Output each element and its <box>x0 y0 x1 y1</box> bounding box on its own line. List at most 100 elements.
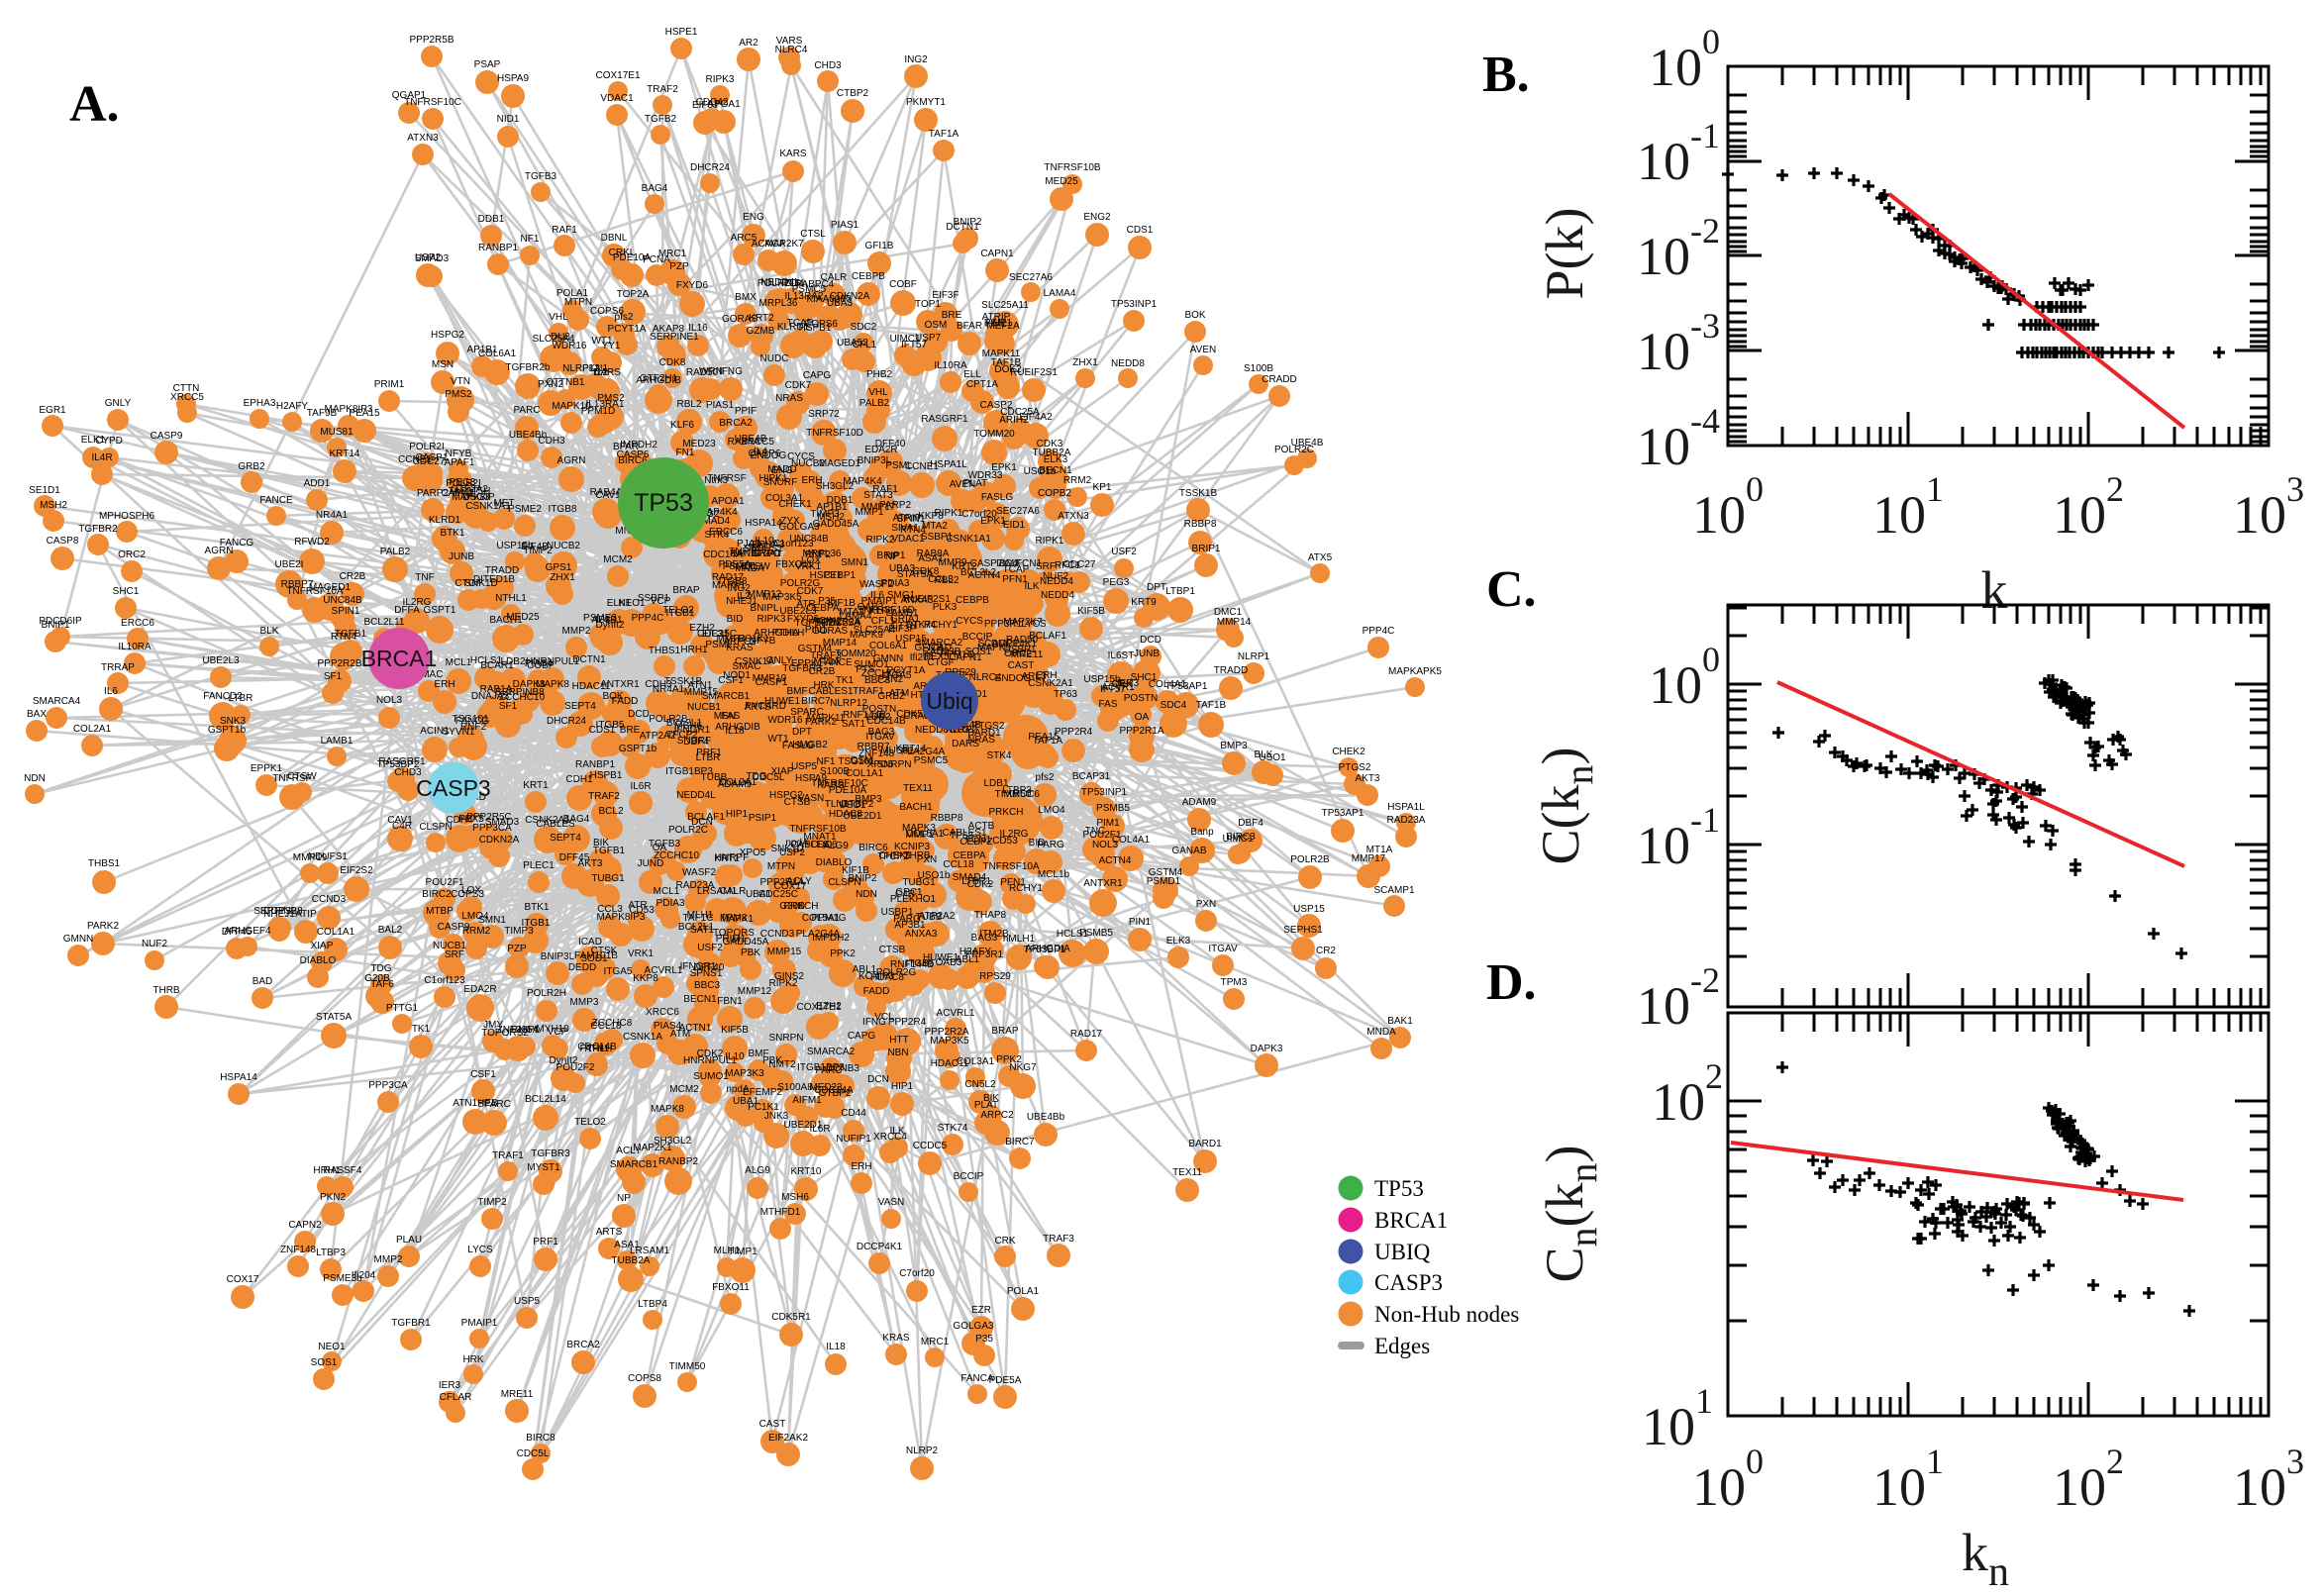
svg-text:CYCS: CYCS <box>787 451 815 462</box>
svg-text:MSN: MSN <box>714 711 736 722</box>
svg-text:AP1B1: AP1B1 <box>816 502 848 513</box>
svg-text:RIPK1: RIPK1 <box>1036 536 1064 547</box>
svg-text:SRF: SRF <box>445 949 464 960</box>
svg-text:C7orf20: C7orf20 <box>961 509 997 520</box>
svg-text:UBE2D1: UBE2D1 <box>784 1120 823 1131</box>
svg-text:PSMC5: PSMC5 <box>914 755 949 766</box>
svg-text:EPHA3: EPHA3 <box>753 540 785 550</box>
svg-text:BIK: BIK <box>983 1093 999 1104</box>
svg-text:GSTM4: GSTM4 <box>1149 867 1183 878</box>
svg-text:GSTM4: GSTM4 <box>798 644 833 654</box>
svg-text:KRT10: KRT10 <box>791 1166 822 1177</box>
svg-text:MCL1b: MCL1b <box>1038 869 1070 880</box>
svg-text:HM1: HM1 <box>985 319 1007 330</box>
svg-text:PSML: PSML <box>885 460 913 471</box>
svg-text:PEX5: PEX5 <box>458 814 484 825</box>
svg-text:SHC1: SHC1 <box>113 586 140 597</box>
svg-text:MMP17: MMP17 <box>1352 853 1386 864</box>
svg-text:IL6: IL6 <box>104 686 118 697</box>
svg-text:PMS2: PMS2 <box>445 389 472 400</box>
svg-text:HNRPF: HNRPF <box>715 852 749 863</box>
svg-text:ZCCHC8: ZCCHC8 <box>592 1018 633 1029</box>
svg-text:COL1A1: COL1A1 <box>846 768 884 779</box>
svg-text:IL18: IL18 <box>826 1342 846 1352</box>
svg-text:CTSB: CTSB <box>784 797 811 808</box>
svg-text:CSF1: CSF1 <box>718 675 744 686</box>
svg-text:DBF4: DBF4 <box>1238 818 1263 829</box>
svg-text:PIN1: PIN1 <box>1129 917 1152 928</box>
svg-text:PC1K1: PC1K1 <box>738 634 769 645</box>
svg-text:PFN1: PFN1 <box>1002 574 1028 585</box>
svg-text:HDAC11: HDAC11 <box>572 681 611 692</box>
svg-text:MAPK8IP: MAPK8IP <box>452 492 495 503</box>
svg-text:CHD3: CHD3 <box>814 60 842 71</box>
svg-text:CDK8: CDK8 <box>913 566 940 577</box>
svg-text:PEA15: PEA15 <box>1028 732 1060 743</box>
svg-text:ORC2: ORC2 <box>118 549 146 560</box>
svg-text:NOD1: NOD1 <box>723 670 751 681</box>
svg-text:DCD: DCD <box>1140 635 1162 646</box>
svg-text:CDC25A: CDC25A <box>1000 407 1040 418</box>
svg-text:UBA1: UBA1 <box>746 889 772 900</box>
svg-text:PABPC4: PABPC4 <box>796 279 835 290</box>
svg-text:PSMD1: PSMD1 <box>1147 876 1181 887</box>
svg-text:NR4A1: NR4A1 <box>316 510 349 521</box>
svg-text:RAB1A: RAB1A <box>480 684 513 695</box>
svg-text:RRM2: RRM2 <box>462 926 491 937</box>
svg-text:NUF2: NUF2 <box>142 939 168 949</box>
svg-text:IER3: IER3 <box>439 1380 461 1391</box>
svg-text:MT1A: MT1A <box>814 656 841 667</box>
svg-text:ENDOG: ENDOG <box>751 450 787 461</box>
svg-text:HNRNPUL1: HNRNPUL1 <box>526 656 579 667</box>
svg-text:PSMD1: PSMD1 <box>723 561 758 572</box>
svg-text:BOK: BOK <box>1184 310 1205 321</box>
svg-text:MMP19: MMP19 <box>753 673 787 684</box>
svg-text:BIK: BIK <box>593 838 609 848</box>
svg-text:JUND: JUND <box>638 858 664 869</box>
svg-text:SDC4: SDC4 <box>1161 700 1187 711</box>
svg-text:PXN2: PXN2 <box>538 379 564 390</box>
svg-text:ARC5: ARC5 <box>731 233 758 244</box>
svg-text:ARHGDIB: ARHGDIB <box>636 375 681 386</box>
svg-text:TFCP2: TFCP2 <box>877 851 909 862</box>
svg-text:CD53: CD53 <box>629 905 655 916</box>
svg-text:KRT9: KRT9 <box>1131 597 1157 608</box>
svg-text:BRCA2: BRCA2 <box>719 418 753 429</box>
svg-text:MMP2: MMP2 <box>374 1254 403 1265</box>
svg-text:S100B: S100B <box>1244 363 1273 374</box>
svg-text:COX17E1: COX17E1 <box>595 70 640 81</box>
svg-text:USP5: USP5 <box>791 761 818 772</box>
svg-text:PPP3R1: PPP3R1 <box>965 949 1004 960</box>
svg-text:SEPT4: SEPT4 <box>550 833 581 844</box>
svg-text:KKP8: KKP8 <box>633 973 658 984</box>
svg-text:ZCCHC10: ZCCHC10 <box>499 692 546 703</box>
svg-text:POSTN: POSTN <box>1124 693 1158 704</box>
svg-text:WDR33: WDR33 <box>967 470 1002 481</box>
svg-text:ARHGDIA: ARHGDIA <box>754 628 799 639</box>
svg-text:RAF1: RAF1 <box>872 484 898 495</box>
svg-text:USP15: USP15 <box>895 634 927 645</box>
svg-text:IL10: IL10 <box>725 1051 745 1062</box>
svg-text:CDK7: CDK7 <box>797 586 824 597</box>
svg-text:SMARCB1: SMARCB1 <box>702 691 751 702</box>
svg-text:DOK2: DOK2 <box>994 364 1022 375</box>
svg-text:CTTNB1: CTTNB1 <box>547 377 585 388</box>
svg-text:RBL2: RBL2 <box>676 399 701 410</box>
svg-text:RAD17: RAD17 <box>712 572 745 583</box>
svg-text:ANXA3: ANXA3 <box>901 595 934 606</box>
svg-text:PDE5A: PDE5A <box>719 559 752 570</box>
svg-text:MMP14: MMP14 <box>1217 617 1252 628</box>
svg-text:BIRC8: BIRC8 <box>526 1433 556 1444</box>
svg-text:COL4A1: COL4A1 <box>1149 679 1187 690</box>
svg-text:ADD1: ADD1 <box>304 478 331 489</box>
svg-text:LIG4: LIG4 <box>996 558 1018 569</box>
svg-text:SYVN1: SYVN1 <box>443 727 475 738</box>
svg-text:CDC5L: CDC5L <box>753 772 785 783</box>
svg-text:Ifi204: Ifi204 <box>352 1270 376 1281</box>
svg-text:CAPG: CAPG <box>803 370 832 381</box>
svg-text:MAPK3: MAPK3 <box>902 823 936 834</box>
svg-text:SMAD3: SMAD3 <box>415 253 450 264</box>
svg-text:BCAR1: BCAR1 <box>480 660 514 671</box>
svg-text:DBF4: DBF4 <box>683 737 709 748</box>
svg-text:PMAIP1: PMAIP1 <box>861 596 898 607</box>
